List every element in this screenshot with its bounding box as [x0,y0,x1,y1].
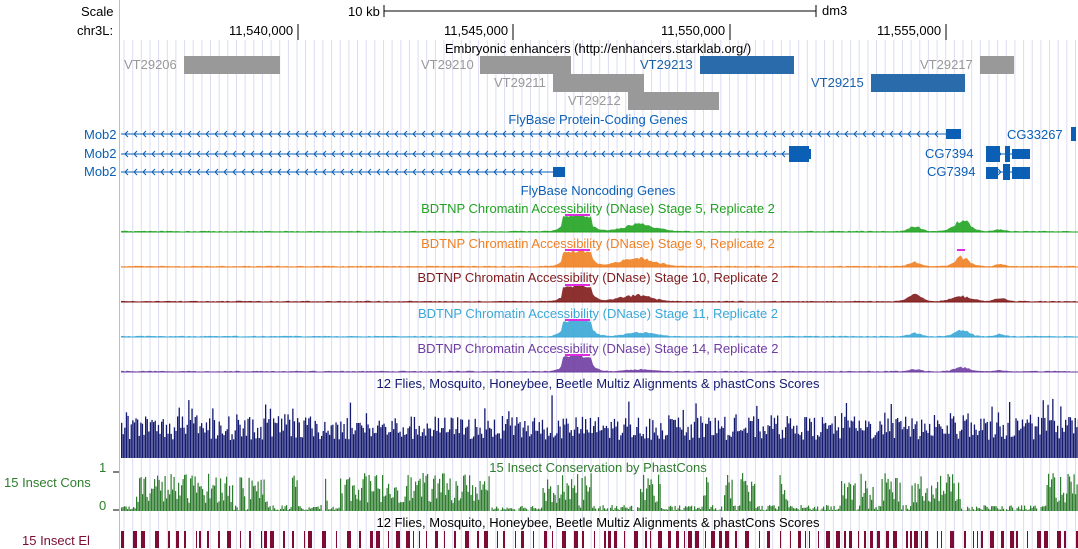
dnase-track-title[interactable]: BDTNP Chromatin Accessibility (DNase) St… [417,341,779,356]
tick-label: 11,550,000 [661,23,726,38]
cg7394-transcript-1-exon[interactable] [1012,149,1030,159]
cg7394-transcript-2-exon[interactable] [1003,164,1010,180]
conservation-ymax: 1 [99,460,107,475]
multiz-track-title[interactable]: 12 Flies, Mosquito, Honeybee, Beetle Mul… [376,376,820,391]
gene-label-mob2[interactable]: Mob2 [84,146,117,161]
enhancer-label: VT29210 [421,57,474,72]
gene-models[interactable] [121,127,1076,180]
mob2-transcript-2-utr[interactable] [807,149,811,159]
enhancer-label: VT29212 [568,93,621,108]
dnase-signal[interactable] [121,284,1078,303]
dnase-track-title[interactable]: BDTNP Chromatin Accessibility (DNase) St… [421,236,775,251]
noncoding-track-title[interactable]: FlyBase Noncoding Genes [520,183,676,198]
dnase-signal[interactable] [121,214,1078,233]
tick-label: 11,540,000 [229,23,294,38]
mob2-transcript-3-exon[interactable] [553,167,565,177]
genes-track-title[interactable]: FlyBase Protein-Coding Genes [508,112,688,127]
enhancer-label: VT29215 [811,75,864,90]
chromosome-label: chr3L: [77,23,114,38]
gene-label-cg33267[interactable]: CG33267 [1007,127,1063,142]
gene-label-mob2[interactable]: Mob2 [84,127,117,142]
enhancer-feature[interactable] [480,56,571,74]
dnase-signal[interactable] [121,249,1078,268]
dnase-track-title[interactable]: BDTNP Chromatin Accessibility (DNase) St… [417,306,779,321]
enhancer-feature[interactable] [980,56,1014,74]
elements-side-label[interactable]: 15 Insect El [22,533,90,548]
enhancer-label: VT29217 [920,57,973,72]
enhancer-feature[interactable] [184,56,280,74]
enhancer-label: VT29206 [124,57,177,72]
elements-track-title[interactable]: 12 Flies, Mosquito, Honeybee, Beetle Mul… [376,515,820,530]
dnase-signal[interactable] [121,319,1078,338]
scale-label: Scale [81,4,114,19]
enhancer-label: VT29213 [640,57,693,72]
enhancer-feature[interactable] [871,74,965,92]
multiz-alignment-bars[interactable] [121,395,1078,458]
mob2-transcript-2-exon[interactable] [789,146,809,162]
dnase-signal-tracks[interactable] [121,214,1078,373]
gene-label-cg7394[interactable]: CG7394 [925,146,974,161]
tick-label: 11,545,000 [444,23,509,38]
phastcons-conservation-bars[interactable] [113,471,1078,511]
cg7394-transcript-1-exon[interactable] [1005,146,1010,162]
mob2-transcript-1-exon[interactable] [946,129,961,139]
assembly-label: dm3 [822,3,848,18]
gene-label-cg7394[interactable]: CG7394 [927,164,976,179]
conservation-track-title[interactable]: 15 Insect Conservation by PhastCons [489,460,707,475]
scale-bar-label: 10 kb [348,4,380,19]
dnase-track-title[interactable]: BDTNP Chromatin Accessibility (DNase) St… [421,201,775,216]
tick-label: 11,555,000 [877,23,942,38]
position-ticks [297,24,947,40]
conserved-elements-bars[interactable] [121,531,1078,548]
gene-label-mob2[interactable]: Mob2 [84,164,117,179]
dnase-track-title[interactable]: BDTNP Chromatin Accessibility (DNase) St… [417,270,779,285]
cg33267-exon[interactable] [1071,127,1076,141]
cg7394-transcript-2-exon[interactable] [1012,167,1030,179]
scale-bar [383,5,817,17]
enhancer-feature[interactable] [628,92,719,110]
enhancer-track-title[interactable]: Embryonic enhancers (http://enhancers.st… [444,41,752,56]
enhancer-label: VT29211 [494,75,546,90]
enhancer-feature[interactable] [700,56,794,74]
conservation-side-label[interactable]: 15 Insect Cons [4,475,91,490]
dnase-signal[interactable] [121,354,1078,373]
base-grid [123,40,1076,549]
enhancer-feature[interactable] [553,74,644,92]
conservation-ymin: 0 [99,498,107,513]
